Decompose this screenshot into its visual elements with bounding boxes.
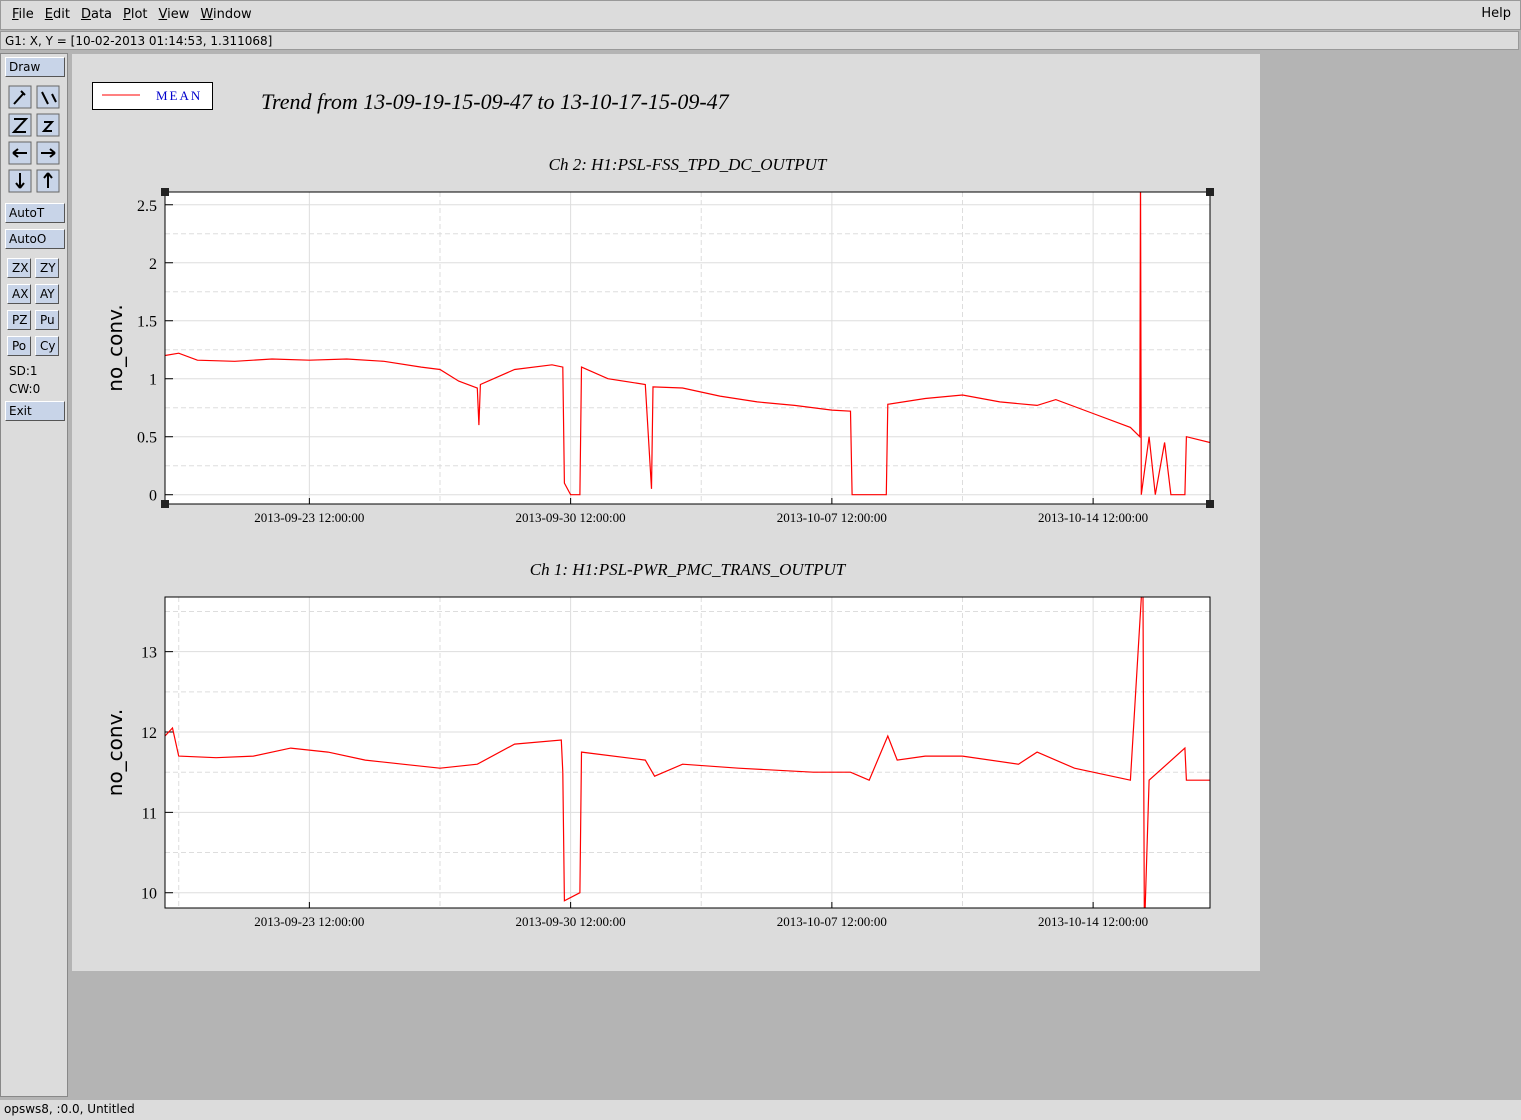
info-text: SD:1 [9, 364, 38, 378]
y-tick-label: 2.5 [137, 198, 157, 215]
y-tick-label: 0 [149, 488, 157, 505]
menubar: File Edit Data Plot View Window [0, 0, 1521, 30]
chart-title: Ch 2: H1:PSL-FSS_TPD_DC_OUTPUT [549, 155, 828, 174]
chart-title: Ch 1: H1:PSL-PWR_PMC_TRANS_OUTPUT [530, 560, 847, 579]
menu-item[interactable]: View [158, 7, 190, 22]
selection-handle [161, 188, 169, 196]
page-title: Trend from 13-09-19-15-09-47 to 13-10-17… [261, 89, 730, 114]
y-tick-label: 2 [149, 256, 157, 273]
y-tick-label: 1 [149, 372, 157, 389]
plot-frame [164, 191, 1211, 505]
plot-panel: MEAN Trend from 13-09-19-15-09-47 to 13-… [72, 54, 1260, 971]
x-tick-label: 2013-10-14 12:00:00 [1038, 914, 1148, 929]
tool-button[interactable]: Pu [35, 310, 59, 330]
data-line [165, 192, 1210, 496]
selection-handle [1206, 500, 1214, 508]
tool-button[interactable]: AY [35, 284, 59, 304]
y-axis-label: no_conv. [103, 304, 127, 391]
y-tick-label: 11 [142, 805, 157, 822]
exit-button[interactable]: Exit [5, 401, 65, 421]
y-axis-label: no_conv. [103, 709, 127, 796]
tool-button[interactable]: Cy [35, 336, 59, 356]
toolbar: Draw AutoT AutoO ZX ZY AX AY PZ Pu Po Cy SD:1 CW:0 E… [0, 53, 68, 1097]
chart: Ch 2: H1:PSL-FSS_TPD_DC_OUTPUTno_conv.20… [103, 155, 1214, 525]
tool-button[interactable]: AutoT [5, 203, 65, 223]
selection-handle [1206, 188, 1214, 196]
y-tick-label: 0.5 [137, 430, 157, 447]
x-tick-label: 2013-10-14 12:00:00 [1038, 510, 1148, 525]
x-tick-label: 2013-09-30 12:00:00 [516, 914, 626, 929]
icon-button[interactable] [36, 85, 60, 109]
y-tick-label: 1.5 [137, 314, 157, 331]
tool-button[interactable]: PZ [7, 310, 31, 330]
legend-label: MEAN [156, 88, 202, 103]
chart: Ch 1: H1:PSL-PWR_PMC_TRANS_OUTPUT no_conv… [103, 560, 1211, 929]
menu-item[interactable]: File [12, 7, 34, 22]
y-tick-label: 13 [141, 645, 157, 662]
tool-button[interactable]: Po [7, 336, 31, 356]
plot-area [165, 597, 1210, 908]
menu-item[interactable]: Plot [123, 7, 148, 22]
y-tick-label: 12 [141, 725, 157, 742]
tool-button[interactable]: AutoO [5, 229, 65, 249]
menu-item[interactable]: Data [80, 7, 113, 22]
x-tick-label: 2013-09-30 12:00:00 [516, 510, 626, 525]
menu-item[interactable]: Window [200, 7, 252, 22]
tool-button[interactable]: AX [7, 284, 31, 304]
x-tick-label: 2013-10-07 12:00:00 [777, 510, 887, 525]
x-tick-label: 2013-09-23 12:00:00 [254, 510, 364, 525]
selection-handle [161, 500, 169, 508]
help-menu[interactable]: Help [1481, 6, 1511, 21]
plot-frame [164, 596, 1211, 909]
x-tick-label: 2013-09-23 12:00:00 [254, 914, 364, 929]
tool-button[interactable]: ZX [7, 258, 31, 278]
data-line [165, 597, 1210, 908]
tool-button[interactable]: ZY [35, 258, 59, 278]
status-bar: G1: X, Y = [10-02-2013 01:14:53, 1.31106… [0, 31, 1519, 50]
draw-button[interactable]: Draw [5, 57, 65, 77]
footer: opsws8, :0.0, Untitled [0, 1100, 1521, 1120]
info-text: CW:0 [9, 382, 41, 396]
x-tick-label: 2013-10-07 12:00:00 [777, 914, 887, 929]
menu-item[interactable]: Edit [44, 7, 70, 22]
y-tick-label: 10 [141, 886, 157, 903]
legend-box [92, 82, 213, 110]
plot-area [165, 192, 1210, 504]
icon-buttons [8, 85, 60, 193]
